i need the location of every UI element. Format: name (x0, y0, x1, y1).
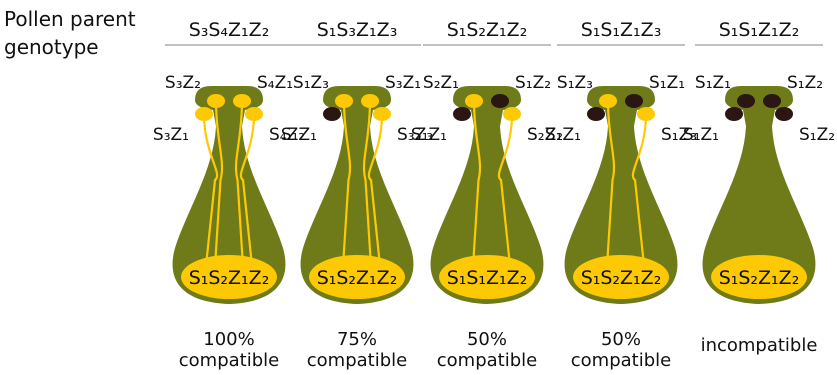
pollen-genotype-label: S₁S₁Z₁Z₂ (719, 19, 800, 41)
pollen-grain-label: S₄Z₂ (269, 125, 305, 145)
pollen-genotype-label: S₁S₂Z₁Z₂ (447, 19, 528, 41)
compatibility-outcome: incompatible (701, 335, 818, 356)
pollen-grain (245, 107, 263, 121)
pollen-grain (195, 107, 213, 121)
pollen-grain-label: S₁Z₂ (787, 73, 823, 93)
panel-5: S₁S₁Z₁Z₂ S₁Z₁ S₁Z₂ S₁Z₁ S₁Z₂ S₁S₂Z₁Z₂ incompat… (683, 19, 835, 356)
pollen-grain (453, 107, 471, 121)
header-label-line1: Pollen parent (4, 7, 136, 31)
ovary (181, 255, 277, 299)
pistil-genotype-label: S₁S₂Z₁Z₂ (189, 267, 270, 289)
pollen-genotype-label: S₃S₄Z₁Z₂ (189, 19, 270, 41)
pollen-grain-label: S₁Z₁ (281, 125, 317, 145)
pollen-grain-label: S₃Z₁ (385, 73, 421, 93)
pollen-grain (373, 107, 391, 121)
pollen-tube (606, 99, 616, 262)
pollen-grain-label: S₃Z₁ (153, 125, 189, 145)
compatibility-outcome: compatible (307, 350, 407, 371)
pistil (172, 86, 286, 304)
pollen-tube (631, 112, 648, 262)
ovary (573, 255, 669, 299)
pollen-genotype-label: S₁S₁Z₁Z₃ (581, 19, 662, 41)
pollen-tube (239, 112, 256, 262)
pollen-grain-label: S₃Z₃ (397, 125, 433, 145)
pollen-grain (599, 94, 617, 108)
pistil (300, 86, 414, 304)
compatibility-outcome: compatible (437, 350, 537, 371)
pollen-tube (342, 99, 352, 262)
pistil-genotype-label: S₁S₂Z₁Z₂ (317, 267, 398, 289)
panel-4: S₁S₁Z₁Z₃ S₁Z₃ S₁Z₁ S₁Z₁ S₁Z₃ S₁S₂Z₁Z₂ 50%compa… (545, 19, 697, 371)
pollen-grain (587, 107, 605, 121)
pollen-grain (491, 94, 509, 108)
pollen-grain-label: S₂Z₂ (527, 125, 563, 145)
pollen-grain (465, 94, 483, 108)
pollen-grain (737, 94, 755, 108)
pollen-grain-label: S₃Z₂ (165, 73, 201, 93)
compatibility-percent: 100% (203, 329, 254, 350)
pollen-grain-label: S₄Z₁ (257, 73, 293, 93)
compatibility-percent: 50% (467, 329, 507, 350)
compatibility-outcome: compatible (179, 350, 279, 371)
pollen-grain (361, 94, 379, 108)
ovary (711, 255, 807, 299)
pollen-grain-label: S₁Z₁ (649, 73, 685, 93)
pollen-tube (497, 112, 514, 262)
pollen-grain-label: S₂Z₁ (423, 73, 459, 93)
pollen-grain (207, 94, 225, 108)
pollen-grain (725, 107, 743, 121)
pollen-grain-label: S₁Z₁ (411, 125, 447, 145)
pollen-grain (335, 94, 353, 108)
pollen-grain-label: S₁Z₂ (799, 125, 835, 145)
ovary (309, 255, 405, 299)
pollen-grain (323, 107, 341, 121)
pollen-grain-label: S₁Z₁ (545, 125, 581, 145)
pollen-grain (503, 107, 521, 121)
pollen-grain-label: S₁Z₃ (293, 73, 329, 93)
pistil (564, 86, 678, 304)
pistil-genotype-label: S₁S₂Z₁Z₂ (581, 267, 662, 289)
header-label-line2: genotype (4, 35, 99, 59)
panel-3: S₁S₂Z₁Z₂ S₂Z₁ S₁Z₂ S₁Z₁ S₂Z₂ S₁S₁Z₁Z₂ 50%compa… (411, 19, 563, 371)
compatibility-percent: 50% (601, 329, 641, 350)
pollen-tube (472, 99, 482, 262)
pollen-grain (637, 107, 655, 121)
pollen-tube (202, 112, 219, 262)
compatibility-outcome: compatible (571, 350, 671, 371)
pistil (430, 86, 544, 304)
pollen-grain (625, 94, 643, 108)
pollen-grain-label: S₁Z₁ (695, 73, 731, 93)
pollen-tube (362, 99, 372, 262)
pollen-tube (234, 99, 244, 262)
pollen-grain-label: S₁Z₁ (683, 125, 719, 145)
pistil-genotype-label: S₁S₂Z₁Z₂ (719, 267, 800, 289)
pollen-genotype-label: S₁S₃Z₁Z₃ (317, 19, 398, 41)
panel-1: S₃S₄Z₁Z₂ S₃Z₂ S₄Z₁ S₃Z₁ S₄Z₂ S₁S₂Z₁Z₂ 100%comp… (153, 19, 305, 371)
compatibility-percent: 75% (337, 329, 377, 350)
pollen-grain (233, 94, 251, 108)
pistil (702, 86, 816, 304)
pollen-grain-label: S₁Z₂ (515, 73, 551, 93)
panel-2: S₁S₃Z₁Z₃ S₁Z₃ S₃Z₁ S₁Z₁ S₃Z₃ S₁S₂Z₁Z₂ 75%compa… (281, 19, 433, 371)
ovary (439, 255, 535, 299)
pollen-grain-label: S₁Z₃ (661, 125, 697, 145)
pollen-grain (763, 94, 781, 108)
pistil-genotype-label: S₁S₁Z₁Z₂ (447, 267, 528, 289)
pollen-tube (214, 99, 224, 262)
pollen-grain-label: S₁Z₃ (557, 73, 593, 93)
pollen-tube (367, 112, 384, 262)
pollen-grain (775, 107, 793, 121)
